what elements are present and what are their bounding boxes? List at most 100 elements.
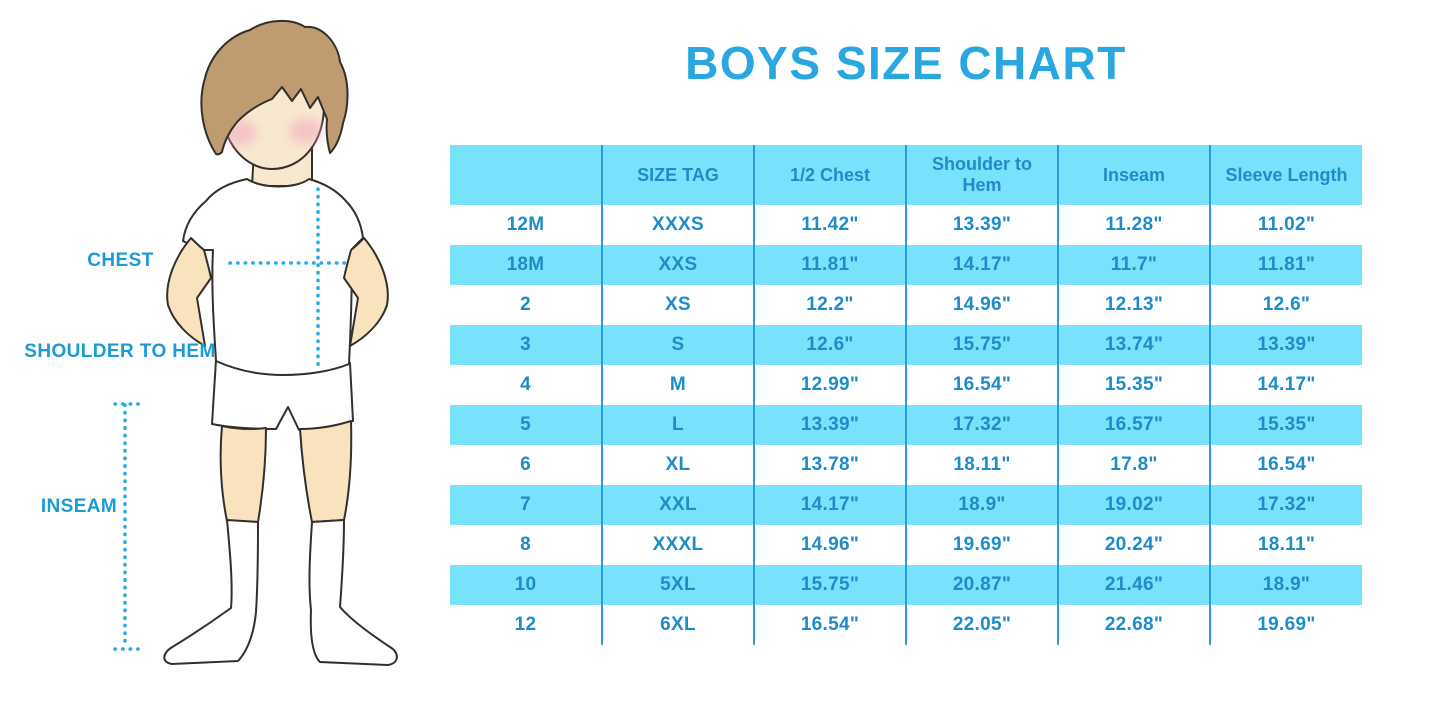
size-row-4: 4 M 12.99" 16.54" 15.35" 14.17" bbox=[450, 365, 1362, 405]
measurement-cell: 14.17" bbox=[754, 485, 907, 525]
size-table: SIZE TAG 1/2 Chest Shoulder to Hem Inseam Sl… bbox=[450, 145, 1362, 645]
size-label: 4 bbox=[450, 365, 603, 405]
measurement-cell: 11.81" bbox=[1257, 254, 1316, 275]
header-row: SIZE TAG 1/2 Chest Shoulder to Hem Inseam Sl… bbox=[450, 145, 1362, 205]
boy-left-leg bbox=[219, 425, 267, 523]
boy-hair bbox=[200, 20, 349, 156]
measurement-cell: 12.99" bbox=[754, 365, 907, 405]
measurement-cell: 15.35" bbox=[1058, 365, 1211, 405]
column-header-sleeve-length: Sleeve Length bbox=[1210, 145, 1362, 205]
measurement-cell: 19.02" bbox=[1058, 485, 1211, 525]
size-label: 10 bbox=[450, 565, 603, 605]
measurement-cell: XXS bbox=[602, 245, 755, 285]
size-row-5: 5 L 13.39" 17.32" 16.57" 15.35" bbox=[450, 405, 1362, 445]
measurement-cell: 13.39" bbox=[1257, 334, 1316, 355]
boy-right-arm bbox=[343, 237, 389, 347]
size-row-7: 7 XXL 14.17" 18.9" 19.02" 17.32" bbox=[450, 485, 1362, 525]
column-header-shoulder-to-hem: Shoulder to Hem bbox=[906, 145, 1059, 205]
measurement-cell: 13.39" bbox=[906, 205, 1059, 245]
column-header-size-tag: SIZE TAG bbox=[602, 145, 755, 205]
size-label: 12 bbox=[450, 605, 603, 645]
measurement-cell: 11.7" bbox=[1058, 245, 1211, 285]
size-label: 12M bbox=[450, 205, 603, 245]
page-title: BOYS SIZE CHART bbox=[685, 37, 1127, 89]
size-row-10: 10 5XL 15.75" 20.87" 21.46" 18.9" bbox=[450, 565, 1362, 605]
size-row-12m: 12M XXXS 11.42" 13.39" 11.28" 11.02" bbox=[450, 205, 1362, 245]
measurement-cell: 13.74" bbox=[1058, 325, 1211, 365]
size-row-2: 2 XS 12.2" 14.96" 12.13" 12.6" bbox=[450, 285, 1362, 325]
measurement-cell: 19.69" bbox=[1257, 614, 1316, 635]
size-row-12: 12 6XL 16.54" 22.05" 22.68" 19.69" bbox=[450, 605, 1362, 645]
measurement-cell: 11.02" bbox=[1257, 214, 1316, 235]
measurement-cell: 15.35" bbox=[1257, 414, 1316, 435]
size-label: 8 bbox=[450, 525, 603, 565]
measurement-cell: 22.05" bbox=[906, 605, 1059, 645]
measurement-cell: 20.24" bbox=[1058, 525, 1211, 565]
measurement-cell: 16.57" bbox=[1058, 405, 1211, 445]
measurement-cell: XXXL bbox=[602, 525, 755, 565]
shoulder-to-hem-label: SHOULDER TO HEM bbox=[24, 341, 216, 362]
inseam-label: INSEAM bbox=[40, 496, 118, 517]
chest-label: CHEST bbox=[87, 250, 154, 271]
measurement-cell: 13.78" bbox=[754, 445, 907, 485]
measurement-cell: 11.81" bbox=[754, 245, 907, 285]
blush-right-cheek bbox=[289, 118, 323, 144]
measurement-cell: 16.54" bbox=[1257, 454, 1316, 475]
size-row-8: 8 XXXL 14.96" 19.69" 20.24" 18.11" bbox=[450, 525, 1362, 565]
size-table-header: SIZE TAG 1/2 Chest Shoulder to Hem Inseam Sl… bbox=[450, 145, 1362, 205]
size-table-body: 12M XXXS 11.42" 13.39" 11.28" 11.02" 18M XXS 11.… bbox=[450, 205, 1362, 645]
measurement-cell: 18.11" bbox=[1257, 534, 1316, 555]
column-header-inseam: Inseam bbox=[1058, 145, 1211, 205]
measurement-cell: 21.46" bbox=[1058, 565, 1211, 605]
boy-left-arm bbox=[166, 237, 212, 347]
measurement-cell: 17.8" bbox=[1058, 445, 1211, 485]
measurement-cell: 14.17" bbox=[1257, 374, 1316, 395]
measurement-cell: 18.9" bbox=[1262, 574, 1311, 595]
size-row-3: 3 S 12.6" 15.75" 13.74" 13.39" bbox=[450, 325, 1362, 365]
measurement-cell: 6XL bbox=[602, 605, 755, 645]
measurement-cell: 17.32" bbox=[906, 405, 1059, 445]
measurement-cell: 12.2" bbox=[754, 285, 907, 325]
measurement-cell: 14.17" bbox=[906, 245, 1059, 285]
measurement-cell: M bbox=[602, 365, 755, 405]
measurement-cell: 19.69" bbox=[906, 525, 1059, 565]
boy-right-leg bbox=[299, 420, 353, 523]
measurement-cell: 22.68" bbox=[1058, 605, 1211, 645]
size-label: 3 bbox=[450, 325, 603, 365]
size-row-6: 6 XL 13.78" 18.11" 17.8" 16.54" bbox=[450, 445, 1362, 485]
size-label: 5 bbox=[450, 405, 603, 445]
size-label: 7 bbox=[450, 485, 603, 525]
measurement-cell: 18.11" bbox=[906, 445, 1059, 485]
measurement-cell: 13.39" bbox=[754, 405, 907, 445]
measurement-cell: 5XL bbox=[602, 565, 755, 605]
size-label: 18M bbox=[450, 245, 603, 285]
measurement-cell: 16.54" bbox=[754, 605, 907, 645]
column-header-1-2-chest: 1/2 Chest bbox=[754, 145, 907, 205]
measurement-cell: 16.54" bbox=[906, 365, 1059, 405]
measurement-cell: XXXS bbox=[602, 205, 755, 245]
measurement-cell: 18.9" bbox=[906, 485, 1059, 525]
measurement-cell: 15.75" bbox=[906, 325, 1059, 365]
measurement-cell: 12.6" bbox=[754, 325, 907, 365]
boy-figure-illustration bbox=[113, 20, 398, 666]
measurement-cell: XL bbox=[602, 445, 755, 485]
measurement-cell: XS bbox=[602, 285, 755, 325]
measurement-cell: XXL bbox=[602, 485, 755, 525]
boy-left-sock bbox=[163, 519, 259, 665]
size-label: 2 bbox=[450, 285, 603, 325]
boy-right-sock bbox=[308, 519, 398, 666]
measurement-cell: 12.13" bbox=[1058, 285, 1211, 325]
measurement-cell: 15.75" bbox=[754, 565, 907, 605]
measurement-cell: 11.28" bbox=[1058, 205, 1211, 245]
measurement-cell: 17.32" bbox=[1257, 494, 1316, 515]
measurement-cell: 20.87" bbox=[906, 565, 1059, 605]
size-label: 6 bbox=[450, 445, 603, 485]
measurement-cell: 12.6" bbox=[1262, 294, 1311, 315]
measurement-cell: 14.96" bbox=[754, 525, 907, 565]
measurement-cell: 14.96" bbox=[906, 285, 1059, 325]
measurement-cell: 11.42" bbox=[754, 205, 907, 245]
column-header-blank bbox=[450, 145, 603, 205]
measurement-cell: L bbox=[602, 405, 755, 445]
size-row-18m: 18M XXS 11.81" 14.17" 11.7" 11.81" bbox=[450, 245, 1362, 285]
